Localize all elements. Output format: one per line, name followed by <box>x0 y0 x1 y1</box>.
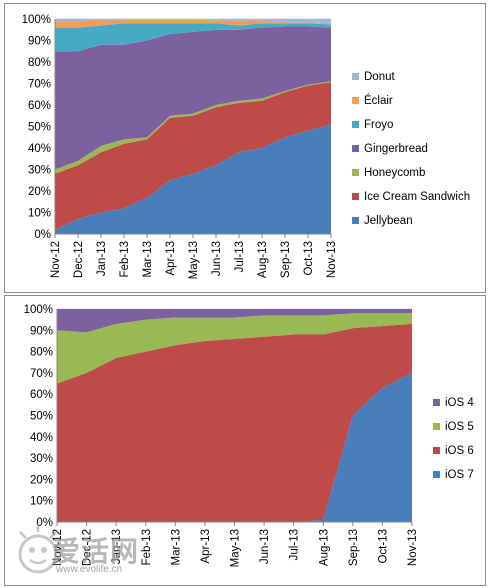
c1-legend-swatch <box>352 217 359 224</box>
c1-legend-label: Gingerbread <box>364 143 428 155</box>
c2-x-tick-label: Nov-13 <box>407 529 419 566</box>
c1-x-tick-label: Feb-13 <box>119 241 131 277</box>
c2-legend-label: iOS 5 <box>445 421 474 433</box>
c1-area-gingerbread <box>55 26 331 170</box>
c2-y-tick-label: 10% <box>30 496 53 508</box>
c1-y-tick-label: 20% <box>28 186 51 198</box>
c1-x-tick-label: Jun-13 <box>211 241 223 276</box>
ios-chart-panel: 0% 10% 20% 30% 40% 50% 60% 70% 80% 90% 100% Nov-12 D… <box>4 295 486 586</box>
c2-x-tick-label: Aug-13 <box>318 529 330 566</box>
c2-area-ios-4 <box>57 309 412 333</box>
c2-y-tick-label: 50% <box>30 411 53 423</box>
c1-x-tick-label: Nov-12 <box>50 241 62 278</box>
c1-y-tick-label: 70% <box>28 79 51 91</box>
c1-legend-label: Honeycomb <box>364 167 425 179</box>
c1-legend-label: Éclair <box>364 94 393 107</box>
c1-legend-label: Ice Cream Sandwich <box>364 191 470 203</box>
c2-area-ios-7 <box>57 372 412 522</box>
c1-x-tick-label: Jul-13 <box>234 241 246 272</box>
c1-x-tick-label: Apr-13 <box>165 241 177 276</box>
c2-legend-swatch <box>433 447 440 454</box>
c2-legend-label: iOS 7 <box>445 469 474 481</box>
c1-area--clair <box>55 20 331 28</box>
c2-area-ios-5 <box>57 313 412 384</box>
c2-legend-swatch <box>433 399 440 406</box>
c2-legend-swatch <box>433 423 440 430</box>
c1-x-tick-label: Mar-13 <box>142 241 154 277</box>
ios-stacked-area-chart: 0%10%20%30%40%50%60%70%80%90%100%Nov-12 D… <box>24 304 475 567</box>
c1-y-tick-label: 50% <box>28 122 51 134</box>
c1-x-tick-label: Oct-13 <box>303 241 315 276</box>
c2-x-tick-label: Jun-13 <box>259 529 271 564</box>
c1-x-tick-label: Dec-12 <box>73 241 85 278</box>
c2-y-tick-label: 70% <box>30 368 53 380</box>
c1-y-tick-label: 60% <box>28 100 51 112</box>
c2-legend-label: iOS 4 <box>445 397 474 409</box>
c2-y-tick-label: 80% <box>30 347 53 359</box>
c2-x-tick-label: Jan-13 <box>111 529 123 564</box>
watermark-logo-icon <box>18 524 58 574</box>
c1-x-tick-label: Sep-13 <box>280 241 292 278</box>
watermark-text: 爱活网 <box>52 536 140 567</box>
c1-x-tick-label: Nov-13 <box>326 241 338 278</box>
c1-area-donut <box>55 19 331 24</box>
c2-x-tick-label: Feb-13 <box>141 529 153 565</box>
c1-y-tick-label: 80% <box>28 57 51 69</box>
c1-area-jellybean <box>55 124 331 234</box>
c1-legend-label: Jellybean <box>364 215 413 227</box>
watermark-url: www.evolife.cn <box>56 564 123 575</box>
c1-y-tick-label: 100% <box>22 14 51 26</box>
android-chart-panel: 0% 10% 20% 30% 40% 50% 60% 70% 80% 90% 100% Nov-12 D… <box>4 3 486 293</box>
c2-y-tick-label: 90% <box>30 325 53 337</box>
c1-legend-label: Froyo <box>364 119 393 131</box>
c1-x-tick-label: Jan-13 <box>96 241 108 276</box>
c2-y-tick-label: 0% <box>36 517 53 529</box>
c1-legend-label: Donut <box>364 71 395 83</box>
c2-area-ios-6 <box>57 323 412 522</box>
c2-y-tick-label: 60% <box>30 389 53 401</box>
c1-y-tick-label: 90% <box>28 36 51 48</box>
c2-x-tick-label: Mar-13 <box>170 529 182 565</box>
c1-y-tick-label: 10% <box>28 208 51 220</box>
c2-legend-label: iOS 6 <box>445 445 474 457</box>
c2-y-tick-label: 40% <box>30 432 53 444</box>
c2-x-tick-label: Jul-13 <box>289 529 301 560</box>
c1-y-tick-label: 40% <box>28 143 51 155</box>
c2-x-tick-label: Apr-13 <box>200 529 212 564</box>
c1-area-froyo <box>55 23 331 52</box>
c1-legend-swatch <box>352 121 359 128</box>
c1-area-ice-cream-sandwich <box>55 82 331 230</box>
c1-y-tick-label: 0% <box>34 229 51 241</box>
c1-legend-swatch <box>352 97 359 104</box>
c2-x-tick-label: May-13 <box>230 529 242 567</box>
c2-x-tick-label: Dec-12 <box>82 529 94 566</box>
c1-legend-swatch <box>352 73 359 80</box>
c1-legend-swatch <box>352 169 359 176</box>
c1-legend-swatch <box>352 193 359 200</box>
c2-legend-swatch <box>433 471 440 478</box>
c2-y-tick-label: 30% <box>30 453 53 465</box>
c2-y-tick-label: 100% <box>24 304 53 316</box>
c1-legend-swatch <box>352 145 359 152</box>
c2-x-tick-label: Oct-13 <box>377 529 389 564</box>
c1-y-tick-label: 30% <box>28 165 51 177</box>
c1-x-tick-label: May-13 <box>188 241 200 279</box>
c1-x-tick-label: Aug-13 <box>257 241 269 278</box>
android-stacked-area-chart: 0% 10% 20% 30% 40% 50% 60% 70% 80% 90% 100% Nov-12 D… <box>22 14 471 279</box>
c2-y-tick-label: 20% <box>30 474 53 486</box>
c2-x-tick-label: Sep-13 <box>348 529 360 566</box>
